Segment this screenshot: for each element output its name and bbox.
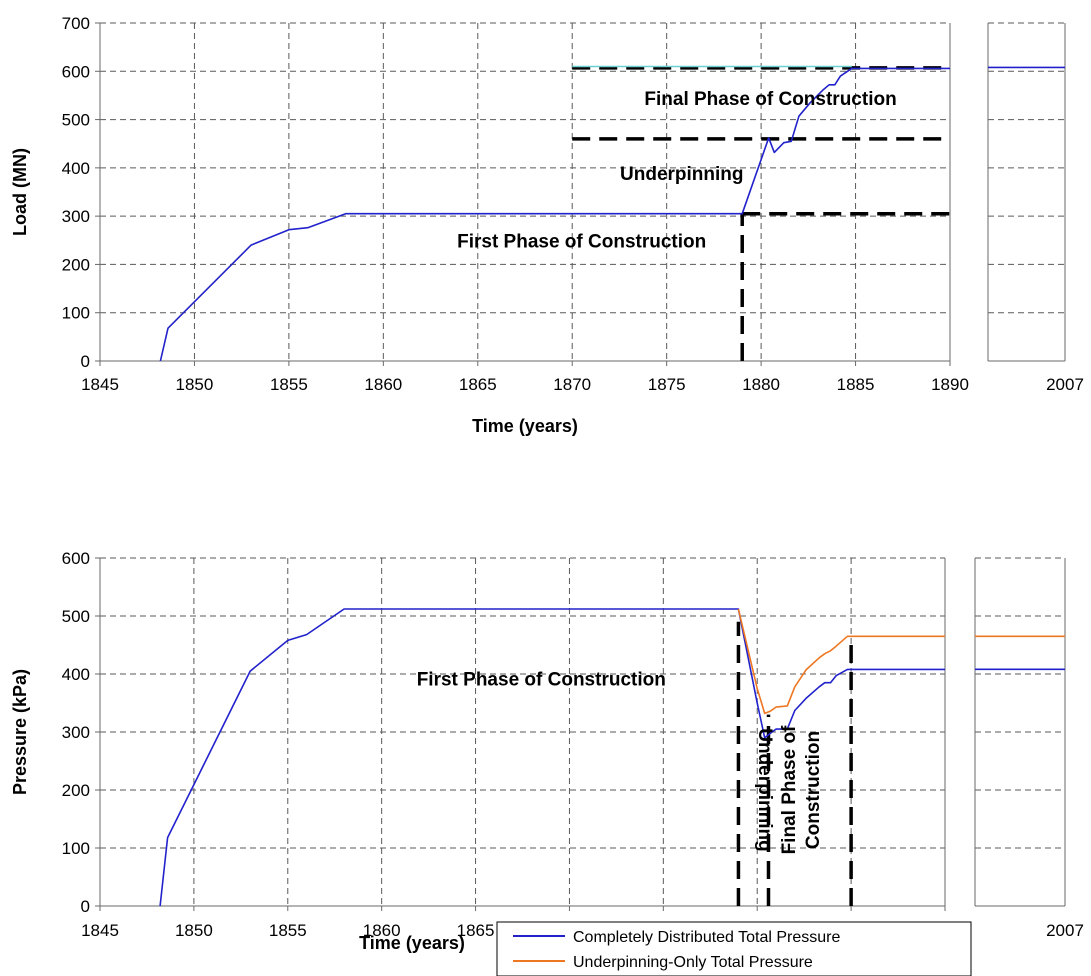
load-x-axis-title: Time (years) bbox=[472, 416, 578, 436]
y-tick-label: 600 bbox=[62, 62, 90, 81]
x-tick-label: 1870 bbox=[553, 375, 591, 394]
legend: Completely Distributed Total Pressure Und… bbox=[496, 921, 972, 976]
pressure-chart: 0100200300400500600184518501855186018651… bbox=[10, 549, 1084, 976]
x-tick-label: 1845 bbox=[81, 375, 119, 394]
phase-annotation: Underpinning bbox=[754, 728, 775, 851]
pressure-x-axis-title: Time (years) bbox=[359, 933, 465, 953]
x-tick-label: 1865 bbox=[457, 921, 495, 940]
x-tick-label: 1875 bbox=[648, 375, 686, 394]
y-tick-label: 500 bbox=[62, 111, 90, 130]
phase-annotation: Final Phase of bbox=[779, 725, 800, 854]
x-tick-label-tail: 2007 bbox=[1046, 921, 1084, 940]
y-tick-label: 0 bbox=[81, 897, 90, 916]
y-tick-label: 0 bbox=[81, 352, 90, 371]
phase-annotation: Final Phase of Construction bbox=[644, 89, 896, 110]
phase-annotation: Construction bbox=[803, 731, 824, 849]
pressure-series-line bbox=[159, 608, 945, 907]
y-tick-label: 600 bbox=[62, 549, 90, 568]
x-tick-label: 1860 bbox=[363, 921, 401, 940]
load-chart: 0 100 200 300 400 500 600 700 1845 1850 1855 1860 18… bbox=[10, 14, 1084, 436]
y-tick-label: 200 bbox=[62, 781, 90, 800]
load-y-axis-title: Load (MN) bbox=[10, 148, 30, 236]
x-tick-label: 1865 bbox=[459, 375, 497, 394]
x-tick-label: 1845 bbox=[81, 921, 119, 940]
legend-label: Completely Distributed Total Pressure bbox=[573, 929, 840, 946]
phase-annotation: First Phase of Construction bbox=[417, 670, 666, 691]
x-tick-label: 1890 bbox=[931, 375, 969, 394]
legend-box bbox=[496, 921, 972, 976]
y-tick-label: 100 bbox=[62, 839, 90, 858]
y-tick-label: 200 bbox=[62, 255, 90, 274]
x-tick-label: 1850 bbox=[175, 921, 213, 940]
x-tick-label: 1850 bbox=[176, 375, 214, 394]
y-tick-label: 100 bbox=[62, 304, 90, 323]
phase-annotation: Underpinning bbox=[620, 164, 743, 185]
y-tick-label: 700 bbox=[62, 14, 90, 33]
x-tick-label: 1885 bbox=[837, 375, 875, 394]
legend-label: Underpinning-Only Total Pressure bbox=[573, 954, 813, 971]
x-tick-label-tail: 2007 bbox=[1046, 375, 1084, 394]
pressure-y-axis-title: Pressure (kPa) bbox=[10, 669, 30, 795]
x-tick-label: 1855 bbox=[269, 921, 307, 940]
y-tick-label: 500 bbox=[62, 607, 90, 626]
y-tick-label: 400 bbox=[62, 665, 90, 684]
x-tick-label: 1855 bbox=[270, 375, 308, 394]
load-series-line bbox=[159, 67, 950, 362]
y-tick-label: 300 bbox=[62, 723, 90, 742]
x-tick-label: 1880 bbox=[742, 375, 780, 394]
phase-annotation: First Phase of Construction bbox=[457, 232, 706, 253]
y-tick-label: 300 bbox=[62, 207, 90, 226]
x-tick-label: 1860 bbox=[364, 375, 402, 394]
y-tick-label: 400 bbox=[62, 159, 90, 178]
pressure-series-line bbox=[737, 608, 945, 715]
